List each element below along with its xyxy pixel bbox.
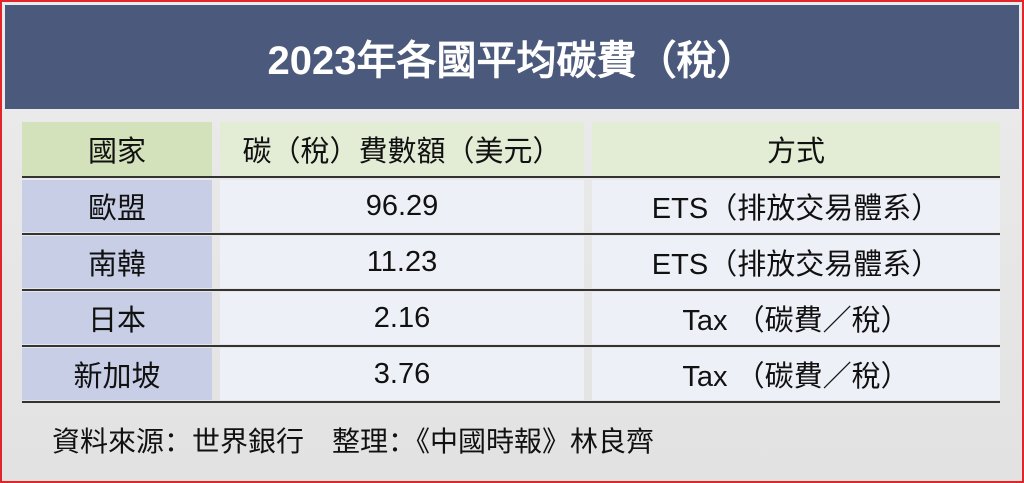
table-cell: 96.29 — [220, 180, 584, 232]
table-cell: 南韓 — [22, 236, 212, 288]
table-cell: Tax （碳費／稅） — [592, 292, 1000, 344]
table-cell: 新加坡 — [22, 348, 212, 400]
header-cell: 國家 — [22, 122, 212, 176]
table-cell: 歐盟 — [22, 180, 212, 232]
row-divider — [22, 176, 1000, 178]
table-cell: ETS（排放交易體系） — [592, 180, 1000, 232]
row-divider — [22, 289, 1000, 291]
table-cell: 2.16 — [220, 292, 584, 344]
table-cell: 日本 — [22, 292, 212, 344]
header-cell: 方式 — [592, 122, 1000, 176]
row-divider — [22, 345, 1000, 347]
title: 2023年各國平均碳費（稅） — [5, 5, 1019, 109]
table-cell: 11.23 — [220, 236, 584, 288]
table-cell: 3.76 — [220, 348, 584, 400]
table-cell: Tax （碳費／稅） — [592, 348, 1000, 400]
row-divider — [22, 233, 1000, 235]
header-cell: 碳（稅）費數額（美元） — [220, 122, 584, 176]
row-divider — [22, 401, 1000, 403]
footer: 資料來源：世界銀行 整理：《中國時報》林良齊 — [52, 426, 655, 457]
table-cell: ETS（排放交易體系） — [592, 236, 1000, 288]
